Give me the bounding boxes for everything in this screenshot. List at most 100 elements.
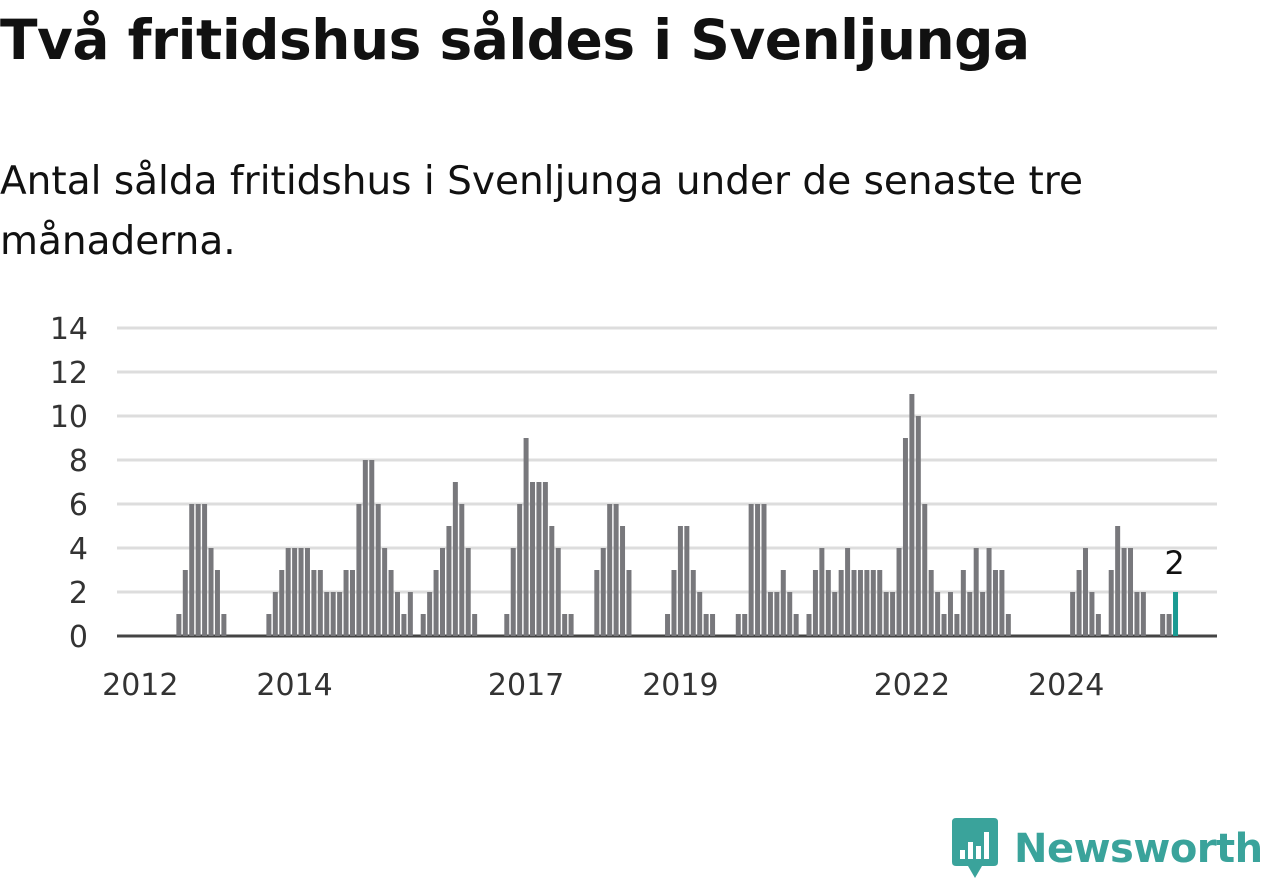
bar — [1070, 592, 1076, 636]
bar — [735, 614, 741, 636]
bar — [941, 614, 947, 636]
chart-title: Två fritidshus såldes i Svenljunga — [0, 8, 1030, 72]
bar — [208, 548, 214, 636]
bar — [825, 570, 831, 636]
x-tick-label: 2019 — [642, 668, 718, 703]
bar — [851, 570, 857, 636]
bar — [568, 614, 574, 636]
bar — [420, 614, 426, 636]
bar — [613, 504, 619, 636]
bar — [530, 482, 536, 636]
bar — [864, 570, 870, 636]
bar — [767, 592, 773, 636]
bar — [427, 592, 433, 636]
bar — [870, 570, 876, 636]
bar — [272, 592, 278, 636]
bar — [665, 614, 671, 636]
bar — [1115, 526, 1121, 636]
bar — [337, 592, 343, 636]
bar — [362, 460, 368, 636]
bar — [954, 614, 960, 636]
bar — [986, 548, 992, 636]
bar — [902, 438, 908, 636]
bar — [703, 614, 709, 636]
bar — [517, 504, 523, 636]
bar — [452, 482, 458, 636]
bar — [221, 614, 227, 636]
bar — [459, 504, 465, 636]
bar — [388, 570, 394, 636]
bar — [774, 592, 780, 636]
bar — [690, 570, 696, 636]
bar — [202, 504, 208, 636]
bar — [1140, 592, 1146, 636]
bar — [787, 592, 793, 636]
y-tick-label: 12 — [50, 356, 88, 391]
bar — [304, 548, 310, 636]
bar — [999, 570, 1005, 636]
bar — [542, 482, 548, 636]
bar — [600, 548, 606, 636]
y-tick-label: 6 — [69, 488, 88, 523]
y-tick-label: 2 — [69, 576, 88, 611]
x-tick-label: 2024 — [1028, 668, 1104, 703]
bar — [317, 570, 323, 636]
bar — [980, 592, 986, 636]
bar — [510, 548, 516, 636]
bar — [214, 570, 220, 636]
x-tick-label: 2012 — [102, 668, 178, 703]
bar — [311, 570, 317, 636]
bar — [1134, 592, 1140, 636]
tick-labels: 0 2 4 6 8 10 12 14 2 2012 2014 2017 2019 2022 2024 — [50, 312, 1185, 703]
bar — [626, 570, 632, 636]
bar — [935, 592, 941, 636]
bar — [195, 504, 201, 636]
bar — [1121, 548, 1127, 636]
bar — [189, 504, 195, 636]
bar — [1160, 614, 1166, 636]
bar — [890, 592, 896, 636]
bar — [697, 592, 703, 636]
bar — [176, 614, 182, 636]
bar — [684, 526, 690, 636]
bar — [780, 570, 786, 636]
brand-name: Newsworthy — [1014, 826, 1262, 872]
bar — [369, 460, 375, 636]
bar — [382, 548, 388, 636]
bar — [793, 614, 799, 636]
bar — [973, 548, 979, 636]
bar — [594, 570, 600, 636]
bar — [845, 548, 851, 636]
y-tick-label: 10 — [50, 400, 88, 435]
bar — [536, 482, 542, 636]
bar — [324, 592, 330, 636]
bar — [819, 548, 825, 636]
y-tick-label: 4 — [69, 532, 88, 567]
newsworthy-logo-icon — [952, 818, 998, 878]
y-tick-label: 0 — [69, 620, 88, 655]
bar — [812, 570, 818, 636]
bar — [710, 614, 716, 636]
bar — [947, 592, 953, 636]
bar — [562, 614, 568, 636]
bar — [356, 504, 362, 636]
newsworthy-logo: Newsworthy — [950, 818, 1262, 880]
bar — [465, 548, 471, 636]
bar — [922, 504, 928, 636]
bar — [343, 570, 349, 636]
bar — [896, 548, 902, 636]
bar — [748, 504, 754, 636]
y-tick-label: 8 — [69, 444, 88, 479]
bar — [440, 548, 445, 636]
bar — [330, 592, 336, 636]
bar — [761, 504, 767, 636]
bar — [992, 570, 998, 636]
bar — [960, 570, 966, 636]
bar — [1083, 548, 1088, 636]
bar — [401, 614, 407, 636]
bar — [857, 570, 863, 636]
bar — [349, 570, 355, 636]
bar-latest — [1173, 592, 1179, 636]
bars — [176, 394, 1179, 636]
chart-subtitle: Antal sålda fritidshus i Svenljunga unde… — [0, 159, 1083, 264]
